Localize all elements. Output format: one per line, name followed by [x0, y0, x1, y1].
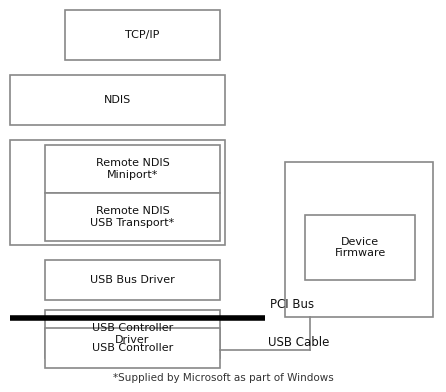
- Text: USB Cable: USB Cable: [268, 336, 330, 350]
- Text: TCP/IP: TCP/IP: [125, 30, 160, 40]
- Text: NDIS: NDIS: [104, 95, 131, 105]
- Text: *Supplied by Microsoft as part of Windows: *Supplied by Microsoft as part of Window…: [113, 373, 333, 383]
- Bar: [285, 162, 433, 317]
- Text: USB Controller: USB Controller: [92, 343, 173, 353]
- Bar: [45, 193, 220, 241]
- Text: Remote NDIS
Miniport*: Remote NDIS Miniport*: [95, 158, 169, 180]
- Bar: [305, 215, 415, 280]
- Text: USB Controller
Driver: USB Controller Driver: [92, 323, 173, 345]
- Bar: [45, 328, 220, 368]
- Bar: [10, 140, 225, 245]
- Bar: [65, 10, 220, 60]
- Text: PCI Bus: PCI Bus: [270, 298, 314, 312]
- Text: USB Bus Driver: USB Bus Driver: [90, 275, 175, 285]
- Bar: [45, 145, 220, 193]
- Bar: [45, 260, 220, 300]
- Text: Device
Firmware: Device Firmware: [334, 237, 386, 258]
- Text: Remote NDIS
USB Transport*: Remote NDIS USB Transport*: [91, 206, 175, 228]
- Bar: [10, 75, 225, 125]
- Bar: [45, 310, 220, 358]
- Text: USB Network
Device: USB Network Device: [322, 229, 396, 250]
